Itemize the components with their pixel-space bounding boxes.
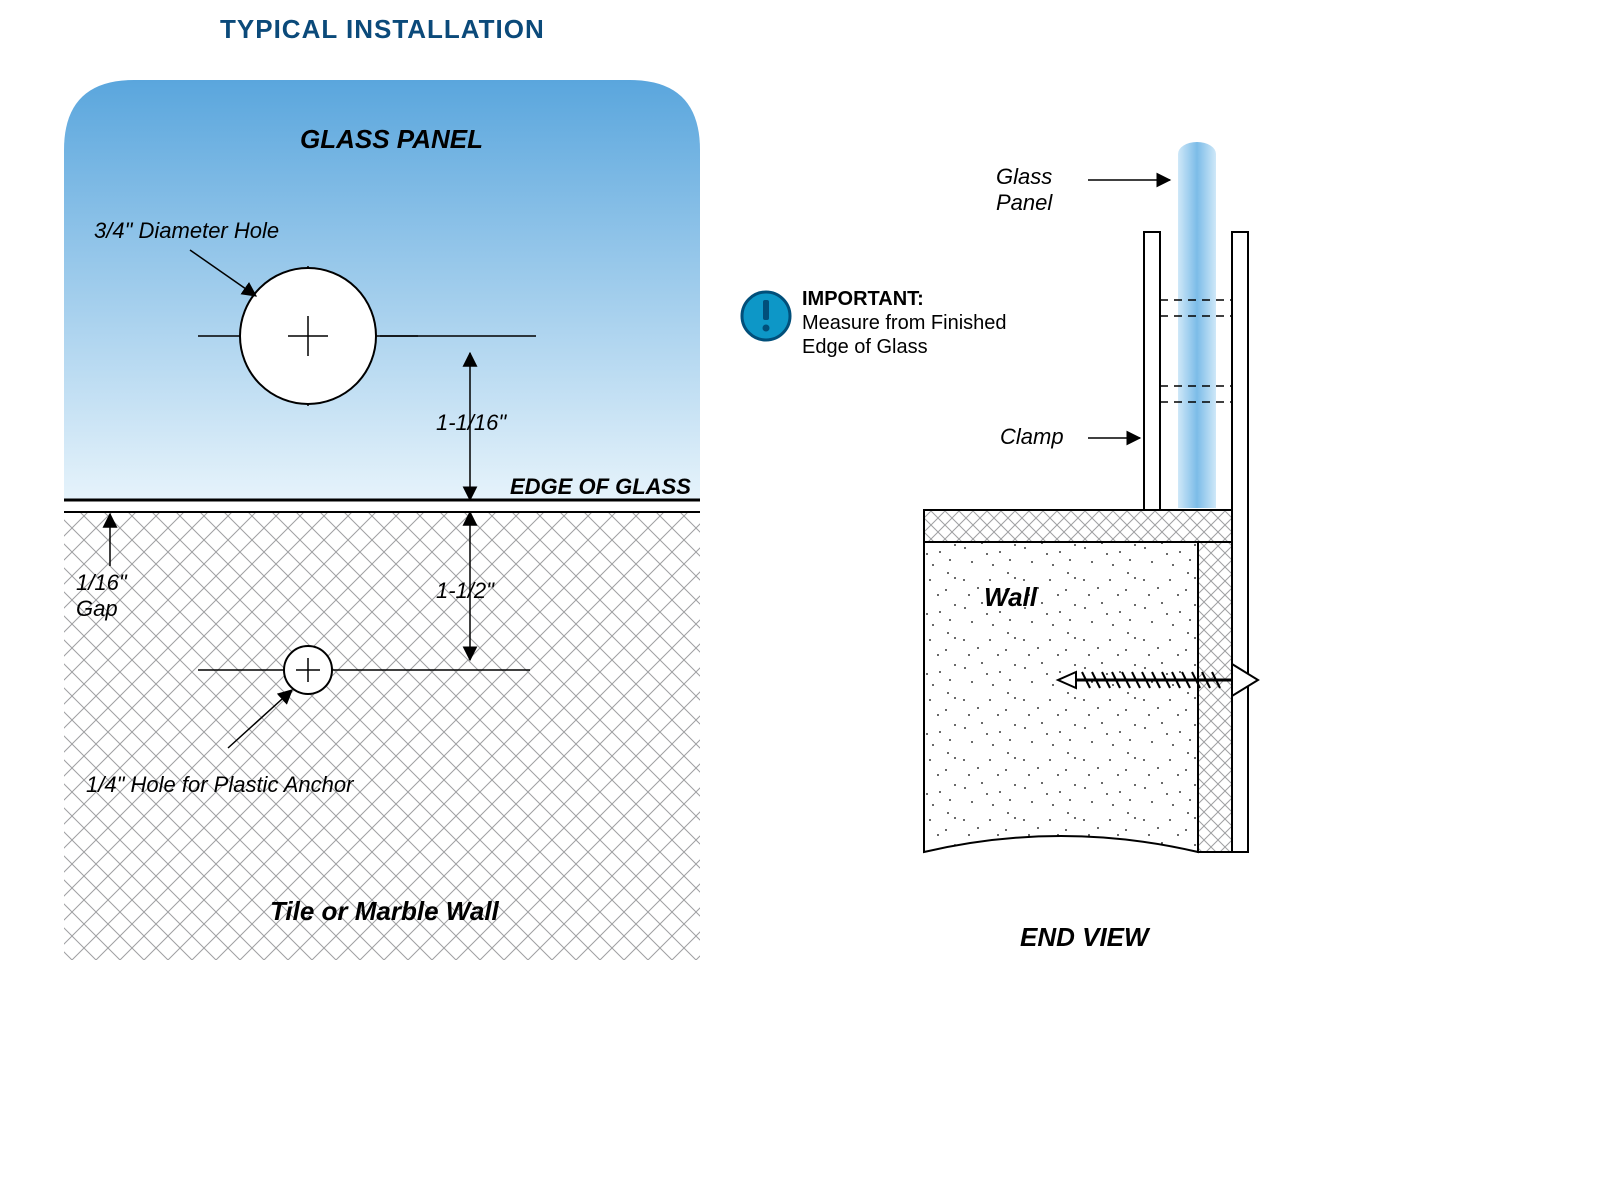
wall-region <box>64 512 700 960</box>
end-view-glass-label-1: Glass <box>996 164 1052 189</box>
end-view-glass-label-2: Panel <box>996 190 1053 215</box>
dim-upper-label: 1-1/16" <box>436 410 507 435</box>
typical-installation-diagram <box>64 80 700 960</box>
dim-lower-label: 1-1/2" <box>436 578 495 603</box>
main-title: TYPICAL INSTALLATION <box>220 14 545 44</box>
end-view-clamp-label: Clamp <box>1000 424 1064 449</box>
hole-diameter-label: 3/4" Diameter Hole <box>94 218 279 243</box>
end-view-hatch-strip <box>924 510 1232 542</box>
clamp-left-plate <box>1144 232 1160 510</box>
end-view-glass <box>1178 142 1216 508</box>
end-view-diagram: Glass Panel Clamp Wall END VIEW <box>924 142 1258 952</box>
end-view-title: END VIEW <box>1020 922 1151 952</box>
edge-of-glass-label: EDGE OF GLASS <box>510 474 691 499</box>
gap-label-2: Gap <box>76 596 118 621</box>
anchor-label: 1/4" Hole for Plastic Anchor <box>86 772 355 797</box>
important-line1: Measure from Finished <box>802 312 1007 334</box>
clamp-right-plate <box>1232 232 1248 852</box>
end-view-wall <box>924 542 1198 852</box>
end-view-gap-band <box>1198 542 1232 852</box>
important-notice: IMPORTANT: Measure from Finished Edge of… <box>742 288 1007 358</box>
diagram-root: TYPICAL INSTALLATION <box>0 0 1600 1196</box>
end-view-wall-label: Wall <box>984 582 1038 612</box>
glass-panel-label: GLASS PANEL <box>300 124 483 154</box>
gap-label-1: 1/16" <box>76 570 128 595</box>
important-line2: Edge of Glass <box>802 336 928 358</box>
important-title: IMPORTANT: <box>802 288 924 310</box>
wall-label: Tile or Marble Wall <box>270 896 500 926</box>
